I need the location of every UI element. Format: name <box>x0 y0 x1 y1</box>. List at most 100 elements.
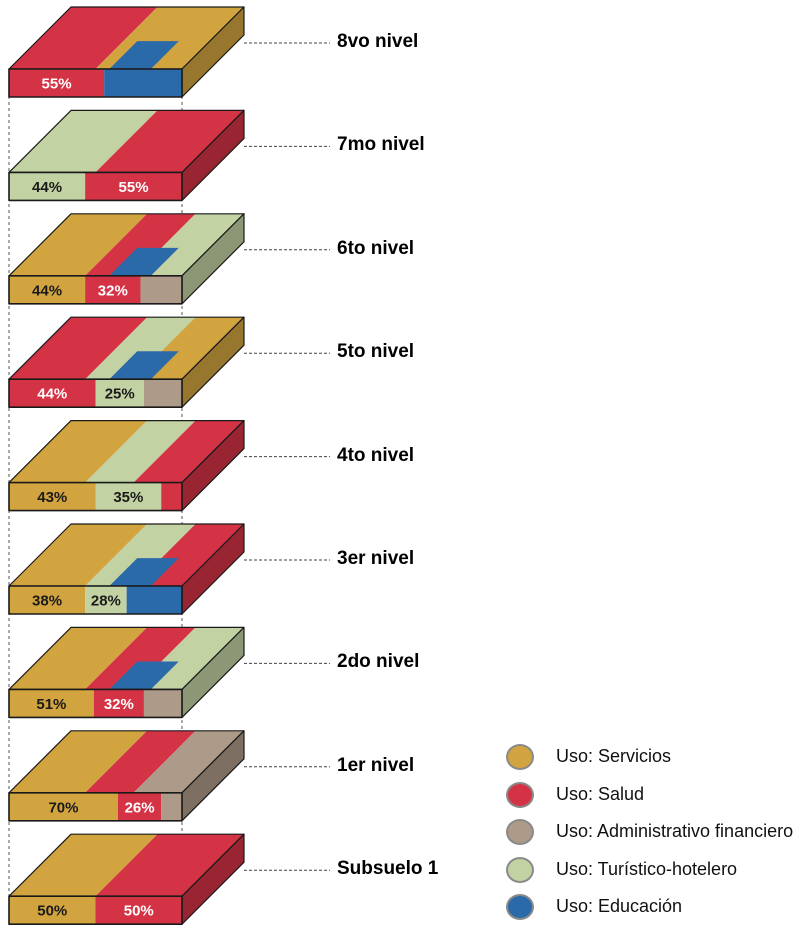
floor-label: 2do nivel <box>337 651 420 673</box>
front-segment-turistico <box>85 586 127 614</box>
front-segment-administrativo <box>143 689 182 718</box>
front-segment-salud <box>161 482 182 511</box>
top-band-salud <box>85 730 196 793</box>
top-overlay-educacion <box>109 41 179 69</box>
floor-3: 44% 32% <box>8 213 330 305</box>
front-segment-salud <box>9 379 96 408</box>
front-segment-servicios <box>9 896 96 925</box>
top-band-salud <box>133 420 244 483</box>
top-overlay-educacion <box>109 351 179 380</box>
percentage-label: 32% <box>98 282 128 299</box>
top-band-turistico <box>85 317 196 380</box>
floor-label: Subsuelo 1 <box>337 858 439 880</box>
floor-label: 4to nivel <box>337 444 415 466</box>
front-segment-servicios <box>9 792 118 821</box>
front-face-outline <box>8 171 183 202</box>
front-segment-salud <box>95 896 182 925</box>
front-face-outline <box>8 688 183 719</box>
legend-item-salud: Uso: Salud <box>500 780 812 810</box>
top-band-servicios <box>9 213 148 276</box>
top-band-salud <box>85 213 196 276</box>
front-face-outline <box>8 895 183 926</box>
top-band-salud <box>95 110 244 173</box>
front-segment-turistico <box>95 482 162 511</box>
legend-swatch-administrativo <box>506 819 534 845</box>
legend-swatch-educacion <box>506 894 534 920</box>
floor-label: 7mo nivel <box>337 134 425 156</box>
top-band-turistico <box>85 420 196 483</box>
percentage-label: 44% <box>32 282 62 299</box>
front-segment-servicios <box>9 586 86 614</box>
top-band-salud <box>9 317 148 380</box>
percentage-label: 28% <box>91 593 121 610</box>
percentage-label: 43% <box>37 489 67 506</box>
top-band-turistico <box>9 110 158 173</box>
floor-8: 70% 26% <box>8 730 330 822</box>
legend-item-administrativo: Uso: Administrativo financiero <box>500 817 812 847</box>
front-face-outline <box>8 378 183 409</box>
legend-item-educacion: Uso: Educación <box>500 892 812 922</box>
top-band-turistico <box>85 524 196 586</box>
top-band-salud <box>95 834 244 897</box>
percentage-label: 55% <box>42 76 72 93</box>
legend-swatch-turistico <box>506 856 534 883</box>
front-segment-turistico <box>95 379 144 408</box>
front-segment-salud <box>85 172 182 201</box>
floor-9: 50% 50% <box>8 833 330 926</box>
front-segment-salud <box>85 275 141 304</box>
floor-label: 1er nivel <box>337 754 415 776</box>
legend-item-turistico: Uso: Turístico-hotelero <box>500 855 812 885</box>
top-band-servicios <box>9 627 148 690</box>
percentage-label: 25% <box>105 386 135 403</box>
front-segment-salud <box>93 689 144 718</box>
front-segment-servicios <box>9 689 94 718</box>
floor-label: 5to nivel <box>337 341 415 363</box>
percentage-label: 26% <box>125 799 155 816</box>
top-overlay-educacion <box>109 247 179 276</box>
front-face-outline <box>8 274 183 305</box>
legend-swatch-servicios <box>506 744 534 770</box>
top-overlay-educacion <box>109 558 179 586</box>
percentage-label: 70% <box>48 799 78 816</box>
front-segment-turistico <box>9 172 86 201</box>
legend-label: Uso: Salud <box>556 783 645 804</box>
front-face-outline <box>8 68 183 98</box>
percentage-label: 35% <box>113 489 143 506</box>
floor-4: 44% 25% <box>8 316 330 409</box>
front-face-outline <box>8 585 183 615</box>
top-band-servicios <box>9 524 148 586</box>
top-band-servicios <box>9 730 148 793</box>
legend-label: Uso: Turístico-hotelero <box>556 858 738 879</box>
floor-6: 38% 28% <box>8 523 330 615</box>
legend-label: Uso: Educación <box>556 896 683 916</box>
legend-swatch-salud <box>506 781 534 808</box>
legend-label: Uso: Servicios <box>556 746 672 766</box>
legend-label: Uso: Administrativo financiero <box>556 821 794 841</box>
top-band-salud <box>85 627 196 690</box>
legend-item-servicios: Uso: Servicios <box>500 742 812 772</box>
floor-label: 6to nivel <box>337 237 415 259</box>
percentage-label: 55% <box>119 179 149 196</box>
front-segment-servicios <box>9 482 96 511</box>
top-band-servicios <box>9 834 158 897</box>
front-face-outline <box>8 791 183 822</box>
floor-1: 55% <box>8 6 330 98</box>
front-segment-educacion <box>126 586 182 614</box>
front-segment-servicios <box>9 275 86 304</box>
front-segment-administrativo <box>143 379 182 408</box>
front-segment-educacion <box>104 69 182 97</box>
floor-7: 51% 32% <box>8 626 330 719</box>
floor-2: 44% 55% <box>8 109 330 202</box>
percentage-label: 32% <box>104 696 134 713</box>
front-segment-salud <box>117 792 162 821</box>
front-segment-salud <box>9 69 105 97</box>
top-overlay-educacion <box>109 661 179 690</box>
percentage-label: 44% <box>32 179 62 196</box>
percentage-label: 50% <box>124 903 154 920</box>
top-band-servicios <box>9 420 148 483</box>
percentage-label: 50% <box>37 903 67 920</box>
floor-5: 43% 35% <box>8 420 330 512</box>
percentage-label: 51% <box>36 696 66 713</box>
top-band-administrativo <box>133 730 244 793</box>
